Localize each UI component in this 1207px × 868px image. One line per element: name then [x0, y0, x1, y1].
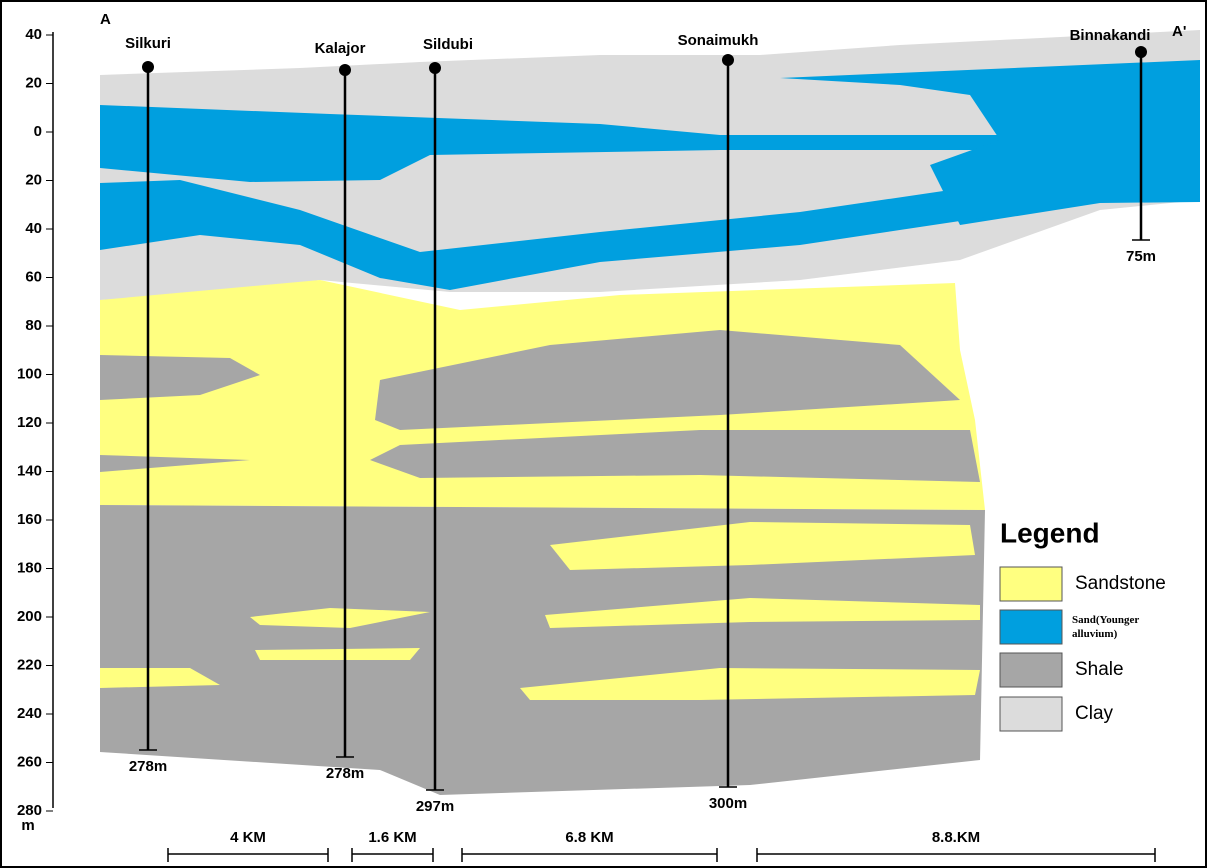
well-name: Sonaimukh [678, 32, 759, 49]
well-name: Silkuri [125, 35, 171, 52]
legend-swatch [999, 566, 1063, 602]
tick-label: 220 [17, 656, 42, 673]
scale-label: 8.8.KM [932, 829, 980, 846]
tick-label: 120 [17, 414, 42, 431]
legend-label: Sand(Younger alluvium) [1072, 614, 1139, 640]
tick-label: 80 [25, 317, 42, 334]
tick-label: 20 [25, 74, 42, 91]
well-depth: 278m [326, 765, 364, 782]
marker-end: A' [1172, 23, 1186, 40]
well-head [339, 64, 351, 76]
well-depth: 75m [1126, 248, 1156, 265]
tick-label: 20 [25, 171, 42, 188]
legend-swatch [999, 696, 1063, 732]
well-name: Kalajor [315, 40, 366, 57]
tick-label: 160 [17, 511, 42, 528]
well-head [1135, 46, 1147, 58]
legend-swatch [999, 652, 1063, 688]
well-depth: 278m [129, 758, 167, 775]
tick-label: 40 [25, 26, 42, 43]
scale-label: 4 KM [230, 829, 266, 846]
tick-label: 0 [34, 123, 42, 140]
well-head [142, 61, 154, 73]
well-name: Sildubi [423, 36, 473, 53]
scale-label: 6.8 KM [565, 829, 613, 846]
tick-label: 180 [17, 559, 42, 576]
strata [100, 30, 1200, 795]
tick-label: 200 [17, 608, 42, 625]
scale-label: 1.6 KM [368, 829, 416, 846]
well-depth: 297m [416, 798, 454, 815]
legend-swatch [999, 609, 1063, 645]
well-head [429, 62, 441, 74]
legend-label: Sandstone [1075, 573, 1166, 594]
marker-start: A [100, 11, 111, 28]
well-head [722, 54, 734, 66]
legend-label: Clay [1075, 703, 1114, 724]
legend-label: Shale [1075, 659, 1124, 680]
tick-label: 280 [17, 802, 42, 819]
well-name: Binnakandi [1070, 27, 1151, 44]
tick-label: 260 [17, 753, 42, 770]
axis-unit: m [21, 817, 34, 834]
tick-label: 240 [17, 705, 42, 722]
well-depth: 300m [709, 795, 747, 812]
tick-label: 40 [25, 220, 42, 237]
tick-label: 140 [17, 462, 42, 479]
legend-title: Legend [1000, 517, 1100, 548]
legend: Sandstone Sand(Younger alluvium) Shale Clay [999, 566, 1166, 732]
tick-label: 60 [25, 268, 42, 285]
tick-label: 100 [17, 365, 42, 382]
